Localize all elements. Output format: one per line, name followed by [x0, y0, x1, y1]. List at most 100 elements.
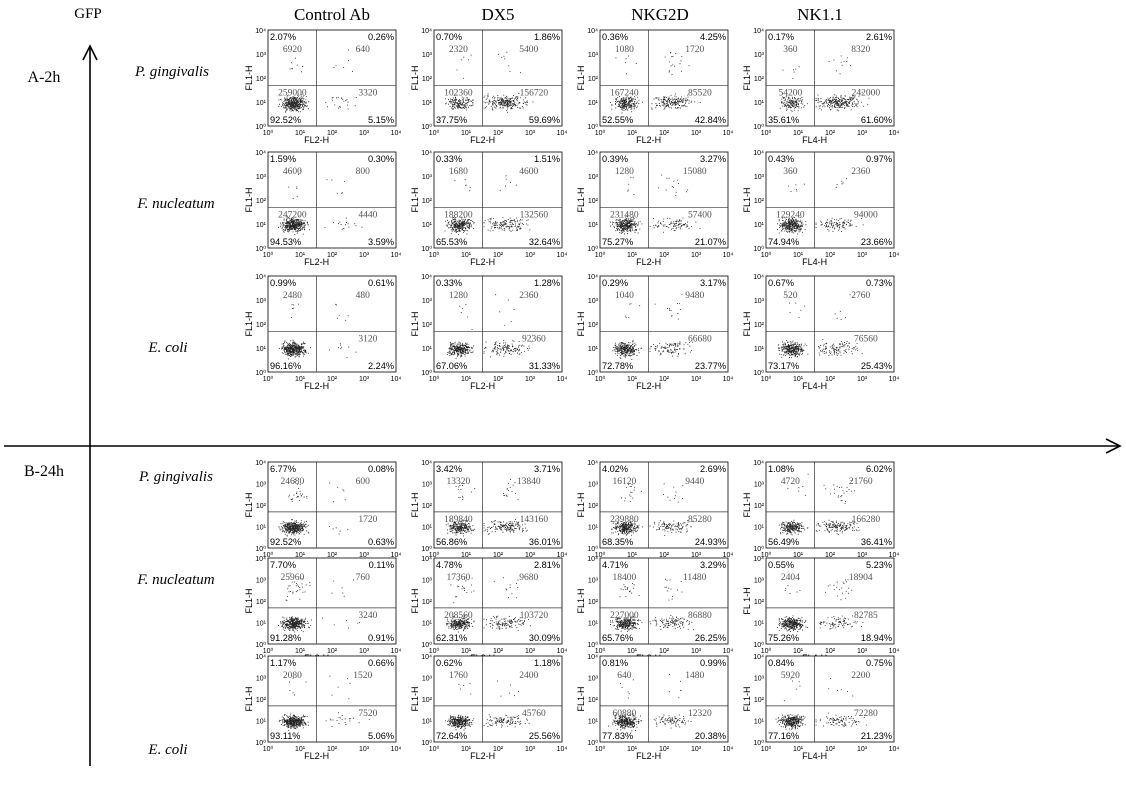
- y-tick: 10⁴: [255, 654, 266, 661]
- y-tick: 10³: [754, 482, 765, 489]
- y-tick: 10³: [754, 676, 765, 683]
- y-tick: 10¹: [588, 525, 599, 532]
- y-tick: 10⁴: [421, 654, 432, 661]
- count-lower-right: 3120: [358, 335, 377, 345]
- x-tick: 10³: [691, 252, 702, 259]
- count-lower-left: 227000: [610, 611, 639, 621]
- y-tick: 10⁰: [421, 545, 432, 553]
- pct-lower-right: 20.38%: [695, 731, 726, 741]
- y-axis-title: FL1-H: [576, 311, 586, 336]
- y-tick: 10⁰: [255, 123, 266, 131]
- y-tick: 10¹: [422, 525, 433, 532]
- pct-upper-right: 1.86%: [534, 32, 560, 42]
- y-tick: 10²: [754, 599, 765, 606]
- y-tick: 10³: [422, 578, 433, 585]
- pct-upper-right: 0.99%: [700, 658, 726, 668]
- pct-upper-right: 3.71%: [534, 464, 560, 474]
- y-axis-title: FL1-H: [742, 65, 752, 90]
- y-tick: 10⁴: [255, 274, 266, 281]
- panel-frame: [600, 462, 728, 548]
- count-upper-right: 2400: [519, 671, 538, 681]
- y-tick: 10³: [588, 482, 599, 489]
- y-axis-title: FL1-H: [742, 187, 752, 212]
- y-tick: 10¹: [754, 719, 765, 726]
- y-tick: 10²: [754, 697, 765, 704]
- count-upper-left: 1280: [615, 167, 634, 177]
- y-tick: 10¹: [256, 346, 267, 353]
- count-upper-left: 2320: [449, 45, 468, 55]
- y-tick: 10²: [422, 76, 433, 83]
- panel-frame: [600, 558, 728, 644]
- x-tick: 10³: [691, 746, 702, 753]
- pct-lower-right: 25.56%: [529, 731, 560, 741]
- y-tick: 10³: [588, 676, 599, 683]
- x-tick: 10³: [857, 130, 868, 137]
- y-tick: 10²: [588, 76, 599, 83]
- pct-upper-left: 0.99%: [270, 278, 296, 288]
- count-upper-right: 2200: [851, 671, 870, 681]
- y-tick: 10²: [754, 322, 765, 329]
- y-tick: 10⁰: [587, 245, 598, 253]
- pct-lower-right: 30.09%: [529, 633, 560, 643]
- count-upper-left: 5920: [781, 671, 800, 681]
- pct-upper-right: 2.69%: [700, 464, 726, 474]
- x-tick: 10³: [857, 376, 868, 383]
- column-header-3: NK1.1: [797, 5, 843, 24]
- x-tick: 10⁴: [391, 746, 402, 753]
- pct-upper-right: 0.75%: [866, 658, 892, 668]
- y-axis-title: FL1-H: [410, 686, 420, 711]
- pct-upper-left: 0.55%: [768, 560, 794, 570]
- x-tick: 10⁴: [889, 252, 900, 259]
- y-axis-title: FL1-H: [410, 588, 420, 613]
- pct-lower-right: 32.64%: [529, 237, 560, 247]
- y-tick: 10⁴: [255, 150, 266, 157]
- count-upper-right: 11480: [683, 573, 707, 583]
- pct-upper-left: 1.08%: [768, 464, 794, 474]
- y-tick: 10¹: [256, 222, 267, 229]
- pct-upper-left: 0.67%: [768, 278, 794, 288]
- y-tick: 10³: [422, 676, 433, 683]
- count-upper-right: 640: [356, 45, 371, 55]
- y-tick: 10²: [588, 503, 599, 510]
- y-tick: 10²: [422, 599, 433, 606]
- pct-upper-right: 5.23%: [866, 560, 892, 570]
- count-upper-right: 18904: [849, 573, 873, 583]
- row-label-B-24h-1: F. nucleatum: [136, 572, 214, 588]
- count-lower-right: 242000: [852, 89, 881, 99]
- y-tick: 10⁰: [753, 123, 764, 131]
- y-tick: 10¹: [256, 621, 267, 628]
- y-tick: 10⁰: [255, 545, 266, 553]
- count-upper-right: 2760: [851, 291, 870, 301]
- panel-frame: [766, 656, 894, 742]
- x-axis-title: FL4-H: [802, 257, 827, 267]
- panel-frame: [434, 462, 562, 548]
- y-tick: 10³: [754, 174, 765, 181]
- panel-frame: [434, 558, 562, 644]
- count-upper-left: 24680: [280, 477, 304, 487]
- x-tick: 10³: [857, 252, 868, 259]
- y-tick: 10⁰: [587, 123, 598, 131]
- y-tick: 10³: [256, 298, 267, 305]
- y-tick: 10²: [422, 697, 433, 704]
- y-tick: 10³: [256, 482, 267, 489]
- pct-lower-left: 91.28%: [270, 633, 301, 643]
- y-tick: 10²: [588, 322, 599, 329]
- count-lower-right: 1720: [358, 515, 377, 525]
- x-tick: 10³: [525, 648, 536, 655]
- y-tick: 10¹: [256, 100, 267, 107]
- pct-lower-right: 5.06%: [368, 731, 394, 741]
- pct-lower-left: 67.06%: [436, 361, 467, 371]
- y-tick: 10²: [256, 599, 267, 606]
- x-axis-title: FL2-H: [304, 751, 329, 761]
- count-lower-left: 60880: [612, 709, 636, 719]
- pct-lower-left: 93.11%: [270, 731, 300, 741]
- count-upper-left: 17360: [446, 573, 470, 583]
- y-tick: 10¹: [588, 100, 599, 107]
- y-tick: 10²: [588, 599, 599, 606]
- count-upper-left: 1280: [449, 291, 468, 301]
